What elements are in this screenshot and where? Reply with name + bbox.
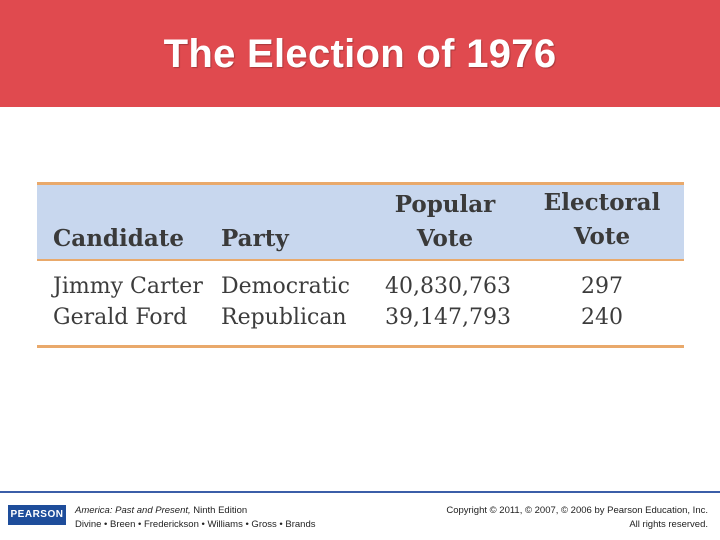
table-top-rule (37, 182, 684, 185)
table-header-band: Candidate Party Popular Vote Electoral V… (37, 185, 684, 259)
footer-edition: Ninth Edition (190, 505, 248, 516)
header-electoral-line2: Vote (573, 223, 631, 250)
footer-rule (0, 491, 720, 493)
footer-book-line: America: Past and Present, Ninth Edition (75, 504, 315, 518)
table-header-rule (37, 259, 684, 261)
slide-title: The Election of 1976 (163, 32, 557, 76)
pearson-logo: PEARSON (8, 505, 66, 525)
header-electoral-line1: Electoral (543, 189, 661, 216)
row-popular-vote: 39,147,793 (385, 305, 511, 330)
slide-footer: PEARSON America: Past and Present, Ninth… (0, 491, 720, 540)
row-electoral-vote: 240 (581, 305, 623, 330)
footer-copyright-block: Copyright © 2011, © 2007, © 2006 by Pear… (446, 504, 708, 532)
header-popular-line2: Vote (416, 225, 474, 252)
row-candidate: Jimmy Carter (53, 274, 203, 299)
footer-authors: Divine • Breen • Frederickson • Williams… (75, 519, 316, 530)
title-bar: The Election of 1976 (0, 0, 720, 107)
election-table: Candidate Party Popular Vote Electoral V… (37, 182, 684, 348)
row-party: Democratic (221, 274, 350, 299)
row-popular-vote: 40,830,763 (385, 274, 511, 299)
row-candidate: Gerald Ford (53, 305, 188, 330)
footer-book-info: America: Past and Present, Ninth Edition… (75, 504, 315, 532)
row-electoral-vote: 297 (581, 274, 623, 299)
footer-copyright: Copyright © 2011, © 2007, © 2006 by Pear… (446, 505, 708, 516)
header-candidate: Candidate (53, 225, 184, 252)
table-bottom-rule (37, 345, 684, 348)
footer-book-title: America: Past and Present, (75, 505, 191, 516)
header-party: Party (221, 225, 289, 252)
row-party: Republican (221, 305, 347, 330)
header-popular-line1: Popular (394, 191, 496, 218)
footer-rights: All rights reserved. (629, 519, 708, 530)
